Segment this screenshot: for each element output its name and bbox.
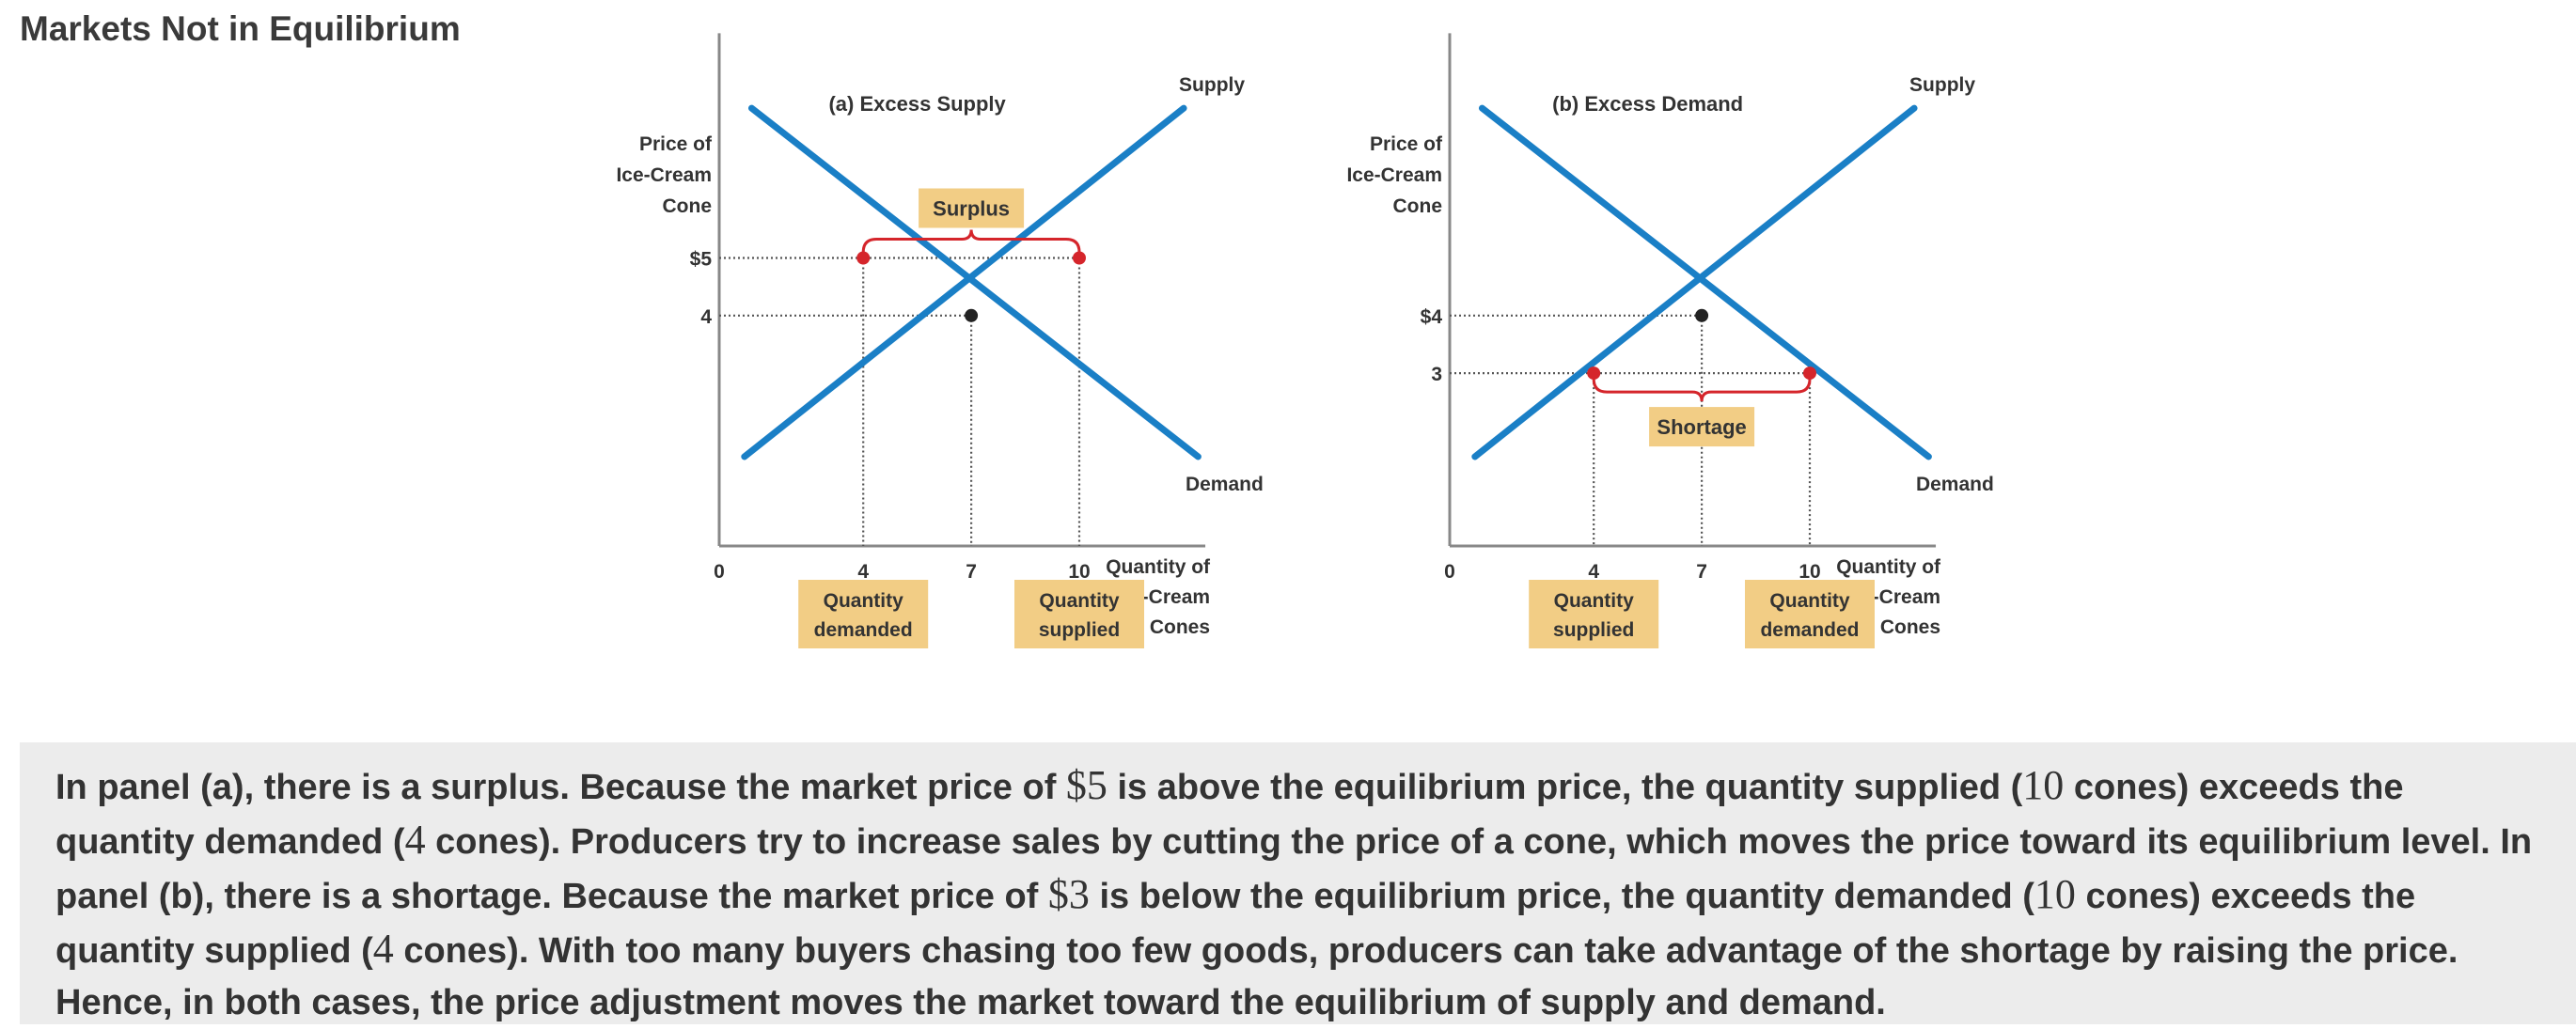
y-tick-label: 3 xyxy=(1431,364,1442,385)
caption-box: In panel (a), there is a surplus. Becaus… xyxy=(20,742,2576,1024)
annotation-label: Surplus xyxy=(933,197,1010,221)
annotation-bracket xyxy=(1592,379,1812,402)
x-tick-label: 4 xyxy=(1588,561,1599,583)
quantity-label-box xyxy=(1014,580,1144,648)
caption-number-6: 4 xyxy=(372,926,394,972)
y-tick-label: $4 xyxy=(1421,306,1443,328)
annotation-bracket xyxy=(861,229,1081,253)
annotation-box xyxy=(919,188,1025,228)
equilibrium-point xyxy=(965,308,979,322)
demand-curve-label: Demand xyxy=(1186,474,1264,495)
page-title: Markets Not in Equilibrium xyxy=(20,9,461,48)
market-point xyxy=(1073,251,1086,265)
quantity-label-box xyxy=(1529,580,1659,648)
x-tick-label: 0 xyxy=(714,561,725,583)
y-axis-label: Price of Ice-Cream Cone xyxy=(616,133,713,217)
quantity-label: Quantity supplied xyxy=(1039,590,1120,641)
x-tick-label: 7 xyxy=(966,561,977,583)
chart-panel-b: (b) Excess Demand Price of Ice-Cream Cone Qu… xyxy=(1346,33,1994,648)
caption-part-1: In panel (a), there is a surplus. Becaus… xyxy=(55,768,1066,807)
y-tick-label: 4 xyxy=(700,306,712,328)
caption-part-5: is below the equilibrium price, the quan… xyxy=(1089,877,2034,916)
caption-number-5: 10 xyxy=(2034,871,2076,917)
x-tick-label: 7 xyxy=(1696,561,1707,583)
caption-part-4: cones). Producers try to increase sales … xyxy=(55,822,2533,916)
y-tick-label: $5 xyxy=(690,249,713,271)
caption-part-3: cones) exceeds the quantity demanded ( xyxy=(55,768,2404,862)
x-tick-label: 4 xyxy=(857,561,869,583)
demand-curve xyxy=(747,104,1202,460)
caption-number-4: $3 xyxy=(1047,871,1090,917)
figure: (a) Excess Supply Price of Ice-Cream Cone Qu… xyxy=(616,33,1994,648)
caption-text: In panel (a), there is a surplus. Becaus… xyxy=(55,759,2540,1029)
demand-curve xyxy=(1478,104,1932,460)
chart-title: (b) Excess Demand xyxy=(1552,92,1743,116)
x-tick-label: 10 xyxy=(1798,561,1820,583)
annotation-label: Shortage xyxy=(1657,415,1746,439)
caption-part-6: cones) exceeds the quantity supplied ( xyxy=(55,877,2416,971)
caption-part-2: is above the equilibrium price, the quan… xyxy=(1107,768,2023,807)
caption-part-7: cones). With too many buyers chasing too… xyxy=(55,931,2458,1022)
x-tick-label: 10 xyxy=(1068,561,1090,583)
equilibrium-point xyxy=(1695,308,1709,322)
supply-curve xyxy=(1471,104,1918,460)
market-point xyxy=(1587,366,1601,381)
chart-title: (a) Excess Supply xyxy=(828,92,1006,116)
caption-number-3: 4 xyxy=(404,817,426,863)
quantity-label: Quantity demanded xyxy=(1760,590,1859,641)
y-axis-label: Price of Ice-Cream Cone xyxy=(1346,133,1443,217)
demand-curve-label: Demand xyxy=(1916,474,1994,495)
annotation-box xyxy=(1649,407,1755,447)
supply-curve xyxy=(741,104,1187,460)
quantity-label-box xyxy=(1745,580,1875,648)
supply-curve-label: Supply xyxy=(1179,74,1245,96)
market-point xyxy=(856,251,871,265)
market-point xyxy=(1803,366,1816,381)
caption-number-1: $5 xyxy=(1065,762,1107,808)
quantity-label: Quantity supplied xyxy=(1553,590,1634,641)
supply-curve-label: Supply xyxy=(1909,74,1975,96)
chart-panel-a: (a) Excess Supply Price of Ice-Cream Cone Qu… xyxy=(616,33,1264,648)
quantity-label: Quantity demanded xyxy=(814,590,913,641)
x-tick-label: 0 xyxy=(1444,561,1455,583)
quantity-label-box xyxy=(798,580,929,648)
caption-number-2: 10 xyxy=(2022,762,2065,808)
